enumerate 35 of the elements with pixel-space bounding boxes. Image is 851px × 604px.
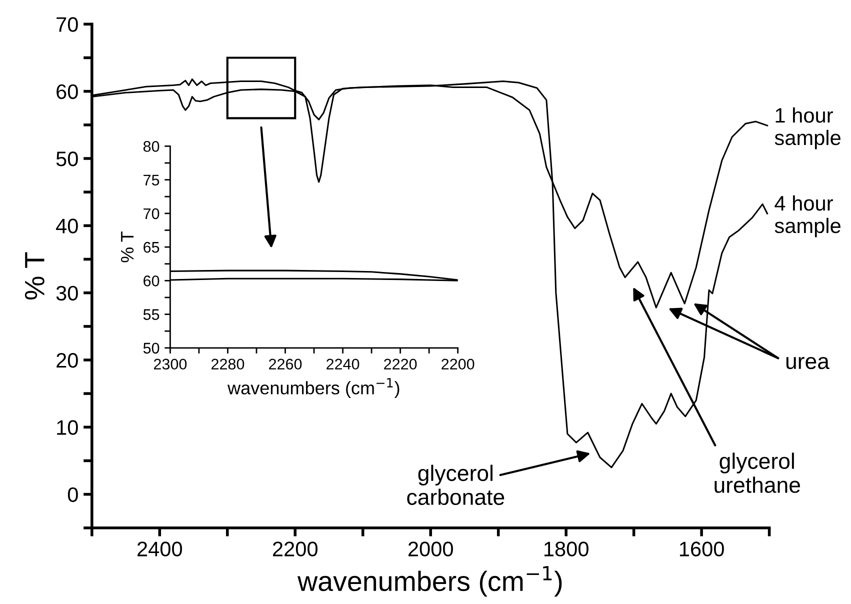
text: urea [786,356,830,370]
series-label: 4 hour sample [774,195,840,238]
y-tick-label: 55 [143,309,160,320]
y-tick-label: 50 [56,151,78,166]
y-tick-label: 20 [56,352,78,368]
y-tick-label: 60 [56,84,78,100]
y-tick-label: 60 [144,276,160,286]
x-tick-label: 2200 [273,542,318,556]
y-tick-label: 70 [56,17,78,32]
annotation: glycerol urethane [714,452,800,493]
x-tick-label: 2300 [154,358,187,370]
annotation: glycerol carbonate [407,464,504,506]
y-tick-label: 10 [57,420,78,435]
x-tick-label: 2400 [138,542,182,556]
x-tick-label: 2200 [442,358,474,370]
x-tick-label: 2260 [269,358,302,370]
y-axis-title: % T [24,252,44,300]
y-tick-label: 50 [143,342,160,354]
y-tick-label: 80 [143,141,160,152]
y-tick-label: 40 [56,218,78,234]
y-tick-label: 0 [68,487,78,502]
x-tick-label: 1800 [544,542,588,556]
x-axis-title: wavenumbers (cm$^{−1}$) [228,378,400,398]
y-tick-label: 65 [144,242,160,253]
x-axis-title: wavenumbers (cm$^{−1}$) [298,566,562,597]
x-tick-label: 2220 [384,358,417,370]
x-tick-label: 1600 [680,542,724,556]
x-tick-label: 2000 [408,542,453,556]
x-tick-label: 2240 [326,358,360,370]
y-tick-label: 70 [144,208,160,220]
x-tick-label: 2280 [212,358,244,370]
series-label: 1 hour sample [774,107,840,150]
y-axis-title: % T [120,232,134,262]
y-tick-label: 30 [56,286,78,301]
y-tick-label: 75 [144,174,160,186]
